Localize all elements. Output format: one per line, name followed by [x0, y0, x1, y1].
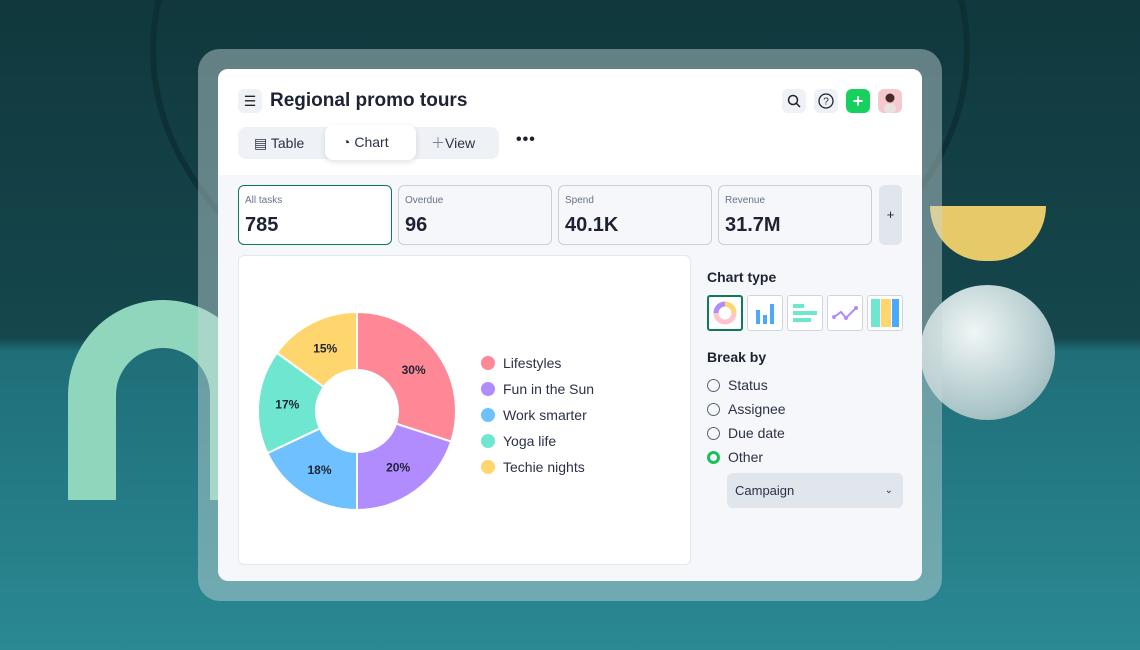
donut-slice-label: 30% — [402, 363, 426, 377]
menu-icon[interactable]: ☰ — [238, 89, 262, 113]
add-stat-button[interactable]: + — [879, 185, 902, 245]
chart-type-heading: Chart type — [707, 269, 777, 285]
legend-label: Techie nights — [503, 459, 585, 475]
legend-label: Yoga life — [503, 433, 557, 449]
line-chart-icon — [832, 306, 858, 320]
radio-other[interactable]: Other — [707, 445, 907, 469]
donut-slice-label: 15% — [313, 342, 337, 356]
campaign-dropdown[interactable]: Campaign ⌄ — [727, 473, 903, 508]
chart-panel: 30% 20% 18% 17% 15% Lifestyles Fun in the Sun… — [238, 255, 691, 565]
chart-settings: Chart type Break by Status Assignee Due … — [707, 269, 907, 508]
legend-swatch — [481, 460, 495, 474]
donut-slice-label: 17% — [275, 397, 299, 411]
legend-item[interactable]: Fun in the Sun — [481, 376, 594, 402]
page-title: Regional promo tours — [270, 90, 468, 111]
plus-icon: ＋ — [431, 135, 445, 151]
donut-slice-techie-nights[interactable] — [275, 310, 358, 389]
donut-chart: 30% 20% 18% 17% 15% — [257, 310, 457, 512]
legend-item[interactable]: Lifestyles — [481, 350, 594, 376]
stat-value: 40.1K — [565, 214, 619, 236]
stat-card-revenue[interactable]: Revenue 31.7M — [718, 185, 872, 245]
legend-label: Lifestyles — [503, 355, 562, 371]
help-icon[interactable]: ? — [814, 89, 838, 113]
stat-card-overdue[interactable]: Overdue 96 — [398, 185, 552, 245]
tab-chart[interactable]: ◔ Chart — [325, 125, 416, 160]
legend-swatch — [481, 408, 495, 422]
tab-add-view[interactable]: ＋View — [431, 135, 476, 151]
legend-item[interactable]: Techie nights — [481, 454, 594, 480]
stacked-chart-icon — [871, 299, 899, 327]
stat-label: Spend — [565, 195, 594, 206]
stat-value: 785 — [245, 214, 279, 236]
bar-chart-icon — [756, 304, 774, 324]
radio-assignee[interactable]: Assignee — [707, 397, 907, 421]
more-icon[interactable]: ••• — [516, 131, 536, 148]
radio-circle[interactable] — [707, 402, 720, 416]
svg-text:?: ? — [823, 97, 829, 108]
donut-slice-lifestyles[interactable] — [356, 310, 457, 443]
search-icon[interactable] — [782, 89, 806, 113]
background-sphere — [920, 285, 1055, 420]
stat-label: Overdue — [405, 195, 444, 206]
chevron-down-icon: ⌄ — [884, 485, 893, 496]
legend-item[interactable]: Yoga life — [481, 428, 594, 454]
chart-type-line[interactable] — [827, 295, 863, 331]
break-by-heading: Break by — [707, 349, 767, 365]
radio-circle[interactable] — [707, 426, 720, 440]
stat-card-all-tasks[interactable]: All tasks 785 — [238, 185, 392, 245]
chart-type-donut[interactable] — [707, 295, 743, 331]
legend-swatch — [481, 382, 495, 396]
donut-slice-label: 20% — [386, 461, 410, 475]
radio-due-date[interactable]: Due date — [707, 421, 907, 445]
add-button[interactable]: + — [846, 89, 870, 113]
chart-legend: Lifestyles Fun in the Sun Work smarter Yoga… — [481, 350, 594, 480]
legend-item[interactable]: Work smarter — [481, 402, 594, 428]
stat-value: 31.7M — [725, 214, 781, 236]
header: ☰ Regional promo tours ? + ▤ Table ◔ Cha… — [218, 69, 922, 175]
donut-slice-fun-in-the-sun[interactable] — [356, 422, 453, 512]
chart-type-bar[interactable] — [747, 295, 783, 331]
radio-status[interactable]: Status — [707, 373, 907, 397]
stat-card-spend[interactable]: Spend 40.1K — [558, 185, 712, 245]
horizontal-bar-icon — [793, 304, 817, 322]
pie-chart-icon: ◔ — [342, 134, 355, 150]
stat-label: Revenue — [725, 195, 766, 206]
chart-type-stacked[interactable] — [867, 295, 903, 331]
legend-label: Work smarter — [503, 407, 587, 423]
avatar[interactable] — [878, 89, 902, 113]
view-tabs: ▤ Table ◔ Chart ＋View — [238, 125, 499, 160]
stat-value: 96 — [405, 214, 428, 236]
tab-table[interactable]: ▤ Table — [254, 135, 305, 151]
chart-type-horizontal-bar[interactable] — [787, 295, 823, 331]
legend-label: Fun in the Sun — [503, 381, 595, 397]
donut-icon — [713, 301, 737, 325]
radio-circle-selected[interactable] — [707, 450, 720, 464]
legend-swatch — [481, 356, 495, 370]
donut-slice-work-smarter[interactable] — [266, 427, 358, 512]
radio-circle[interactable] — [707, 378, 720, 392]
stat-label: All tasks — [245, 195, 283, 206]
donut-slice-label: 18% — [307, 463, 331, 477]
legend-swatch — [481, 434, 495, 448]
table-icon: ▤ — [254, 135, 271, 151]
app-window: ☰ Regional promo tours ? + ▤ Table ◔ Cha… — [218, 69, 922, 581]
background-half-disc — [930, 206, 1046, 261]
